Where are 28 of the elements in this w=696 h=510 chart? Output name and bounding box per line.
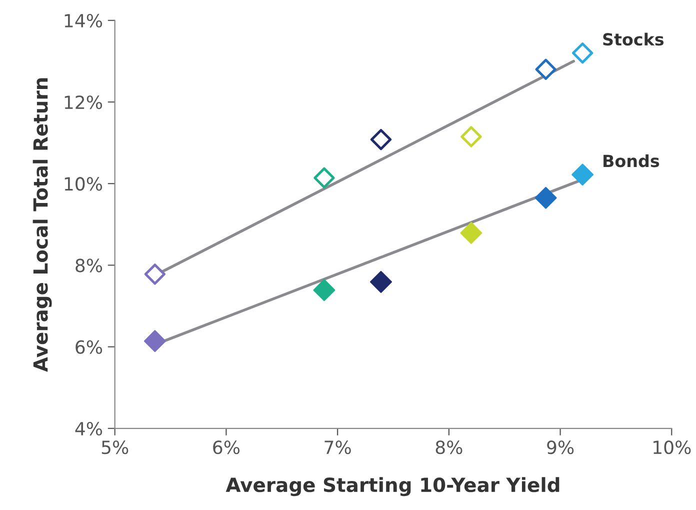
x-tick-label: 5%	[102, 440, 128, 454]
x-axis-title: Average Starting 10-Year Yield	[226, 477, 560, 496]
point	[314, 167, 335, 188]
point	[313, 279, 336, 302]
y-tick-label: 6%	[76, 340, 102, 354]
point	[572, 42, 594, 64]
point	[144, 330, 166, 352]
x-tick-label: 7%	[324, 440, 351, 454]
point	[144, 264, 166, 285]
y-tick-label: 14%	[64, 14, 102, 28]
point	[572, 164, 594, 186]
point	[535, 58, 556, 80]
y-tick-label: 12%	[64, 95, 102, 110]
point	[370, 270, 392, 293]
point	[460, 126, 482, 148]
point	[460, 222, 482, 244]
x-tick-label: 9%	[547, 440, 574, 454]
x-tick-label: 10%	[654, 440, 691, 454]
y-axis-title: Average Local Total Return	[32, 78, 52, 372]
y-tick-label: 10%	[64, 177, 102, 191]
x-tick-label: 8%	[436, 440, 462, 454]
series-label: Bonds	[604, 154, 660, 168]
point	[370, 128, 392, 150]
y-tick-label: 8%	[76, 258, 102, 272]
series-label: Stocks	[603, 32, 664, 46]
y-tick-label: 4%	[75, 422, 102, 436]
point	[534, 186, 557, 209]
x-tick-label: 6%	[213, 440, 240, 454]
